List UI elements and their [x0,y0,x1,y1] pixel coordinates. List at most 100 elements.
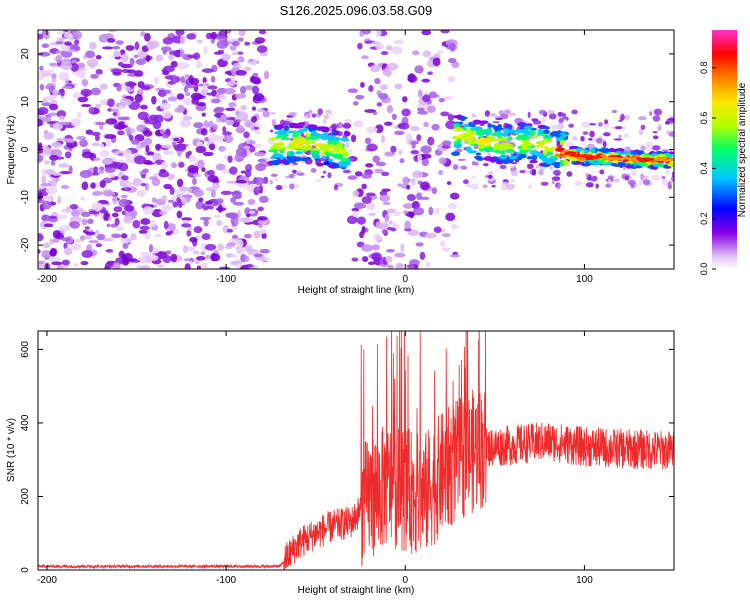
heatmap-cell [651,174,661,181]
heatmap-cell [230,260,238,266]
heatmap-cell [599,169,605,175]
spectrogram-y-ticks: -20 -10 0 10 20 [20,48,674,252]
heatmap-cell [51,73,57,79]
heatmap-cell [256,108,265,113]
heatmap-cell [127,258,138,262]
heatmap-cell [104,262,113,269]
heatmap-cell [440,240,446,247]
ridge-cell [275,134,284,139]
heatmap-cell [41,214,51,222]
heatmap-cell [192,188,204,197]
ridge-cell [637,161,648,167]
heatmap-cell [196,39,203,44]
heatmap-cell [259,229,268,234]
heatmap-cell [61,237,71,242]
heatmap-cell [244,244,253,251]
heatmap-cell [213,214,221,219]
heatmap-cell [357,42,363,50]
ridge-cell [486,141,491,146]
ridge-cell [279,149,285,154]
heatmap-cell [535,164,541,169]
ridge-cell [341,137,347,141]
heatmap-cell [95,121,107,126]
heatmap-cell [380,51,389,56]
ridge-cell [304,139,311,145]
heatmap-cell [59,170,72,175]
heatmap-cell [152,247,160,254]
heatmap-cell [125,99,132,106]
heatmap-cell [90,182,96,189]
heatmap-cell [254,177,265,186]
heatmap-cell [282,120,291,126]
heatmap-cell [193,226,203,234]
ridge-cell [268,137,279,141]
heatmap-cell [361,244,373,252]
ridge-cell [272,142,282,148]
heatmap-cell [129,134,134,142]
heatmap-cell [77,62,86,68]
heatmap-cell [183,258,191,262]
heatmap-cell [359,231,364,239]
heatmap-cell [671,171,674,178]
heatmap-cell [343,118,352,124]
heatmap-cell [253,143,262,148]
heatmap-cell [622,125,626,131]
heatmap-cell [354,171,363,177]
ridge-cell [270,159,281,166]
heatmap-cell [257,206,264,212]
heatmap-cell [99,149,110,157]
heatmap-cell [438,169,444,176]
heatmap-cell [204,243,217,251]
heatmap-cell [452,164,459,171]
heatmap-cell [65,49,77,53]
heatmap-cell [184,74,190,78]
heatmap-cell [407,73,416,83]
heatmap-cell [638,129,644,136]
heatmap-cell [106,223,111,228]
heatmap-cell [257,216,268,221]
ridge-cell [622,150,629,155]
heatmap-cell [102,237,114,242]
heatmap-cell [527,163,534,170]
heatmap-cell [356,216,366,225]
heatmap-cell [289,183,295,190]
heatmap-cell [170,253,178,263]
heatmap-cell [79,139,88,148]
heatmap-cell [386,227,394,231]
heatmap-cell [111,212,119,218]
heatmap-cell [248,140,256,145]
heatmap-cell [244,233,252,239]
ridge-cell [549,148,554,153]
heatmap-cell [168,54,175,61]
heatmap-cell [195,200,204,210]
heatmap-cell [624,175,630,181]
heatmap-cell [350,134,357,143]
ridge-cell [298,129,304,134]
heatmap-cell [228,101,237,108]
heatmap-cell [125,45,135,51]
heatmap-cell [120,236,132,244]
heatmap-cell [638,116,647,121]
heatmap-cell [381,229,388,235]
heatmap-cell [603,132,611,137]
heatmap-cell [412,207,425,216]
heatmap-cell [74,39,80,46]
ridge-cell [634,165,642,169]
spectrogram-x-tick-label: -200 [37,274,57,285]
heatmap-cell [157,264,165,268]
heatmap-cell [386,208,397,214]
heatmap-cell [500,113,509,120]
heatmap-cell [151,177,161,187]
ridge-cell [339,164,348,168]
ridge-cell [628,160,634,164]
heatmap-cell [57,266,65,269]
heatmap-cell [244,66,252,72]
heatmap-cell [416,107,425,112]
heatmap-cell [175,193,184,199]
ridge-cell [466,140,477,145]
heatmap-cell [40,220,48,230]
heatmap-cell [385,45,393,51]
heatmap-cell [415,242,424,247]
heatmap-cell [167,96,178,102]
